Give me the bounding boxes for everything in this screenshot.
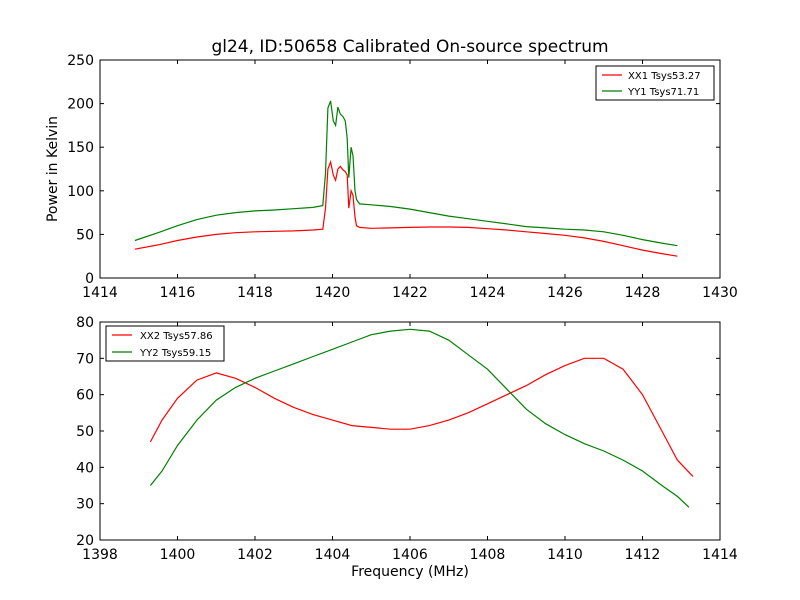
bottom-x-tick-label: 1398 (82, 547, 118, 563)
top-x-tick-label: 1422 (392, 285, 428, 301)
top-panel: gl24, ID:50658 Calibrated On-source spec… (45, 37, 738, 301)
top-chart-title: gl24, ID:50658 Calibrated On-source spec… (211, 37, 608, 57)
bottom-y-tick-label: 70 (76, 351, 94, 367)
top-y-tick-label: 50 (76, 227, 94, 243)
bottom-x-tick-label: 1408 (470, 547, 506, 563)
top-y-tick-label: 100 (67, 184, 94, 200)
top-series-line-0 (134, 159, 678, 257)
bottom-y-tick-label: 50 (76, 424, 94, 440)
bottom-panel: Frequency (MHz) 1398 1400 1402 1404 1406 1408… (76, 315, 738, 580)
bottom-x-tick-label: 1402 (237, 547, 273, 563)
bottom-legend-box (105, 325, 225, 362)
bottom-y-tick-label: 60 (76, 388, 94, 404)
top-x-tick-label: 1414 (82, 285, 118, 301)
top-x-tick-label: 1420 (315, 285, 351, 301)
top-x-tick-label: 1418 (237, 285, 273, 301)
bottom-series-line-1 (149, 328, 690, 508)
bottom-y-tick-label: 20 (76, 533, 94, 549)
bottom-y-tick-label: 80 (76, 315, 94, 331)
bottom-legend: XX2 Tsys57.86 YY2 Tsys59.15 (105, 325, 225, 362)
top-series-line-1 (134, 100, 678, 247)
top-legend-box (595, 65, 715, 101)
top-legend-label-xx1: XX1 Tsys53.27 (628, 71, 701, 82)
top-y-axis-label: Power in Kelvin (45, 116, 61, 222)
top-y-tick-label: 150 (67, 140, 94, 156)
top-legend: XX1 Tsys53.27 YY1 Tsys71.71 (595, 65, 715, 101)
bottom-y-tick-label: 40 (76, 460, 94, 476)
top-y-tick-label: 0 (85, 271, 94, 287)
bottom-x-tick-label: 1404 (315, 547, 351, 563)
bottom-x-tick-label: 1412 (625, 547, 661, 563)
top-x-tick-label: 1430 (702, 285, 738, 301)
bottom-x-axis-label: Frequency (MHz) (351, 564, 469, 580)
bottom-legend-label-yy2: YY2 Tsys59.15 (139, 348, 211, 359)
bottom-x-tick-label: 1410 (547, 547, 583, 563)
top-y-tick-label: 250 (67, 53, 94, 69)
bottom-x-tick-label: 1414 (702, 547, 738, 563)
bottom-x-tick-label: 1406 (392, 547, 428, 563)
bottom-plot-area: 1398 1400 1402 1404 1406 1408 1410 1412 1414 20 30… (76, 315, 738, 563)
top-x-tick-label: 1416 (160, 285, 196, 301)
top-y-tick-label: 200 (67, 97, 94, 113)
top-x-tick-label: 1424 (470, 285, 506, 301)
top-legend-label-yy1: YY1 Tsys71.71 (627, 87, 699, 98)
bottom-y-tick-label: 30 (76, 497, 94, 513)
bottom-x-tick-label: 1400 (160, 547, 196, 563)
bottom-series-line-0 (149, 357, 694, 477)
bottom-legend-label-xx2: XX2 Tsys57.86 (140, 331, 213, 342)
top-x-tick-label: 1428 (625, 285, 661, 301)
top-plot-area: 1414 1416 1418 1420 1422 1424 1426 1428 1430 0 50 1… (67, 53, 738, 301)
top-x-tick-label: 1426 (547, 285, 583, 301)
